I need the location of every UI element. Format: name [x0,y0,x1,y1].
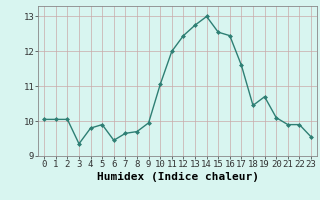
X-axis label: Humidex (Indice chaleur): Humidex (Indice chaleur) [97,172,259,182]
